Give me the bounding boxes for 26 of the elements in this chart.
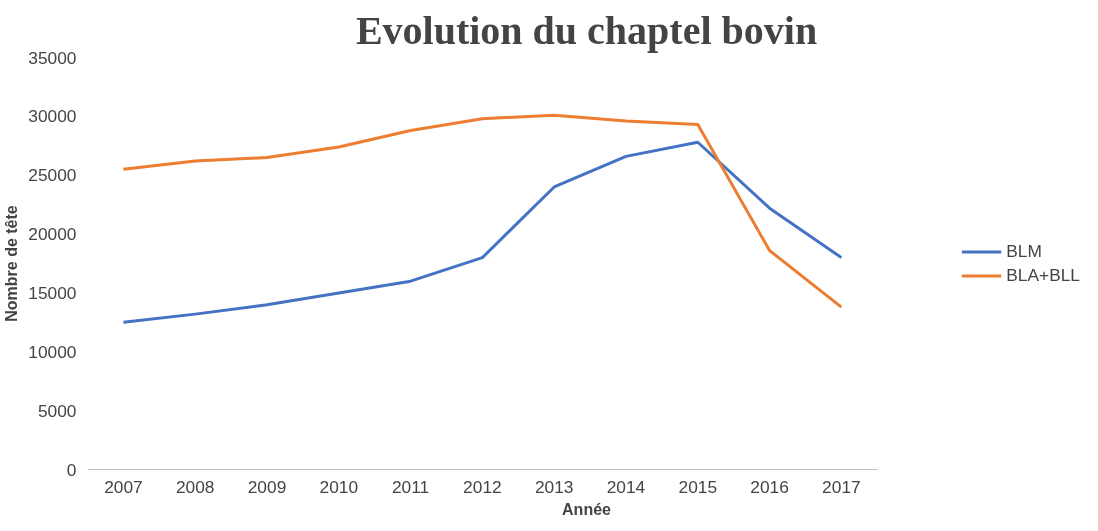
- legend-label: BLM: [1006, 240, 1042, 262]
- y-tick-label: 25000: [28, 165, 77, 186]
- x-tick-label: 2007: [104, 476, 143, 497]
- x-tick-label: 2014: [606, 476, 646, 497]
- chart-title: Evolution du chaptel bovin: [355, 7, 818, 53]
- legend-label: BLA+BLL: [1006, 264, 1080, 286]
- x-tick-label: 2009: [247, 476, 287, 497]
- x-tick-label: 2013: [534, 476, 574, 497]
- x-tick-label: 2015: [678, 476, 718, 497]
- y-tick-label: 0: [66, 459, 77, 480]
- x-tick-label: 2016: [750, 476, 789, 497]
- y-tick-label: 30000: [28, 106, 77, 127]
- x-tick-label: 2008: [175, 476, 215, 497]
- y-tick-label: 5000: [37, 400, 77, 421]
- x-tick-label: 2011: [391, 476, 430, 497]
- x-tick-label: 2017: [822, 476, 861, 497]
- x-axis-title: Année: [562, 500, 612, 518]
- y-axis-title: Nombre de tête: [3, 205, 21, 322]
- y-tick-label: 15000: [28, 282, 77, 303]
- y-tick-label: 20000: [28, 224, 77, 245]
- line-series: [121, 140, 843, 324]
- y-tick-label: 10000: [28, 341, 77, 362]
- x-tick-label: 2012: [463, 476, 502, 497]
- y-tick-label: 35000: [28, 47, 77, 68]
- x-tick-label: 2010: [319, 476, 359, 497]
- line-series: [121, 113, 843, 309]
